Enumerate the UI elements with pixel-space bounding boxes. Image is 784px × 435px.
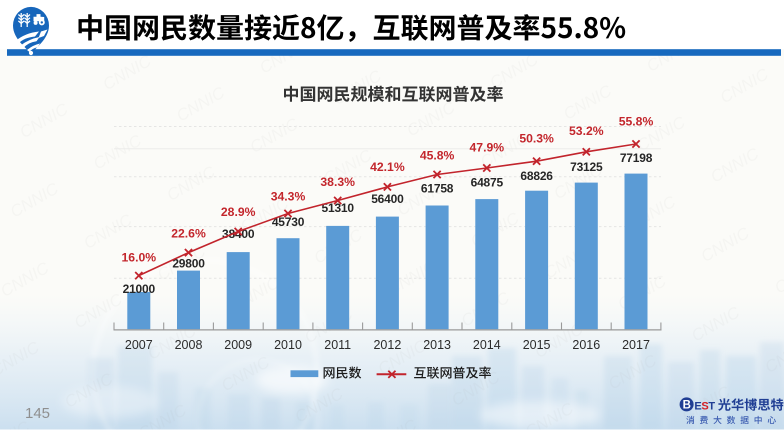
svg-text:CNNIC: CNNIC: [772, 256, 784, 298]
svg-text:55.8%: 55.8%: [619, 115, 654, 129]
svg-text:2014: 2014: [473, 338, 501, 352]
svg-text:34.3%: 34.3%: [271, 189, 306, 203]
svg-text:38.3%: 38.3%: [320, 175, 355, 189]
svg-text:CNNIC: CNNIC: [561, 82, 615, 124]
svg-text:CNNIC: CNNIC: [81, 211, 135, 253]
svg-text:22.6%: 22.6%: [171, 227, 206, 241]
svg-text:S: S: [701, 400, 708, 412]
svg-text:61758: 61758: [421, 181, 454, 195]
svg-text:T: T: [708, 400, 715, 412]
svg-text:145: 145: [25, 405, 50, 422]
svg-text:2007: 2007: [125, 338, 153, 352]
svg-text:64875: 64875: [471, 176, 504, 190]
svg-text:2010: 2010: [274, 338, 302, 352]
svg-text:21000: 21000: [123, 282, 156, 296]
svg-text:51310: 51310: [322, 201, 355, 215]
svg-text:CNNIC: CNNIC: [90, 132, 144, 174]
svg-text:CNNIC: CNNIC: [7, 180, 61, 222]
svg-text:CNNIC: CNNIC: [404, 98, 458, 140]
svg-text:E: E: [694, 400, 701, 412]
svg-text:47.9%: 47.9%: [470, 141, 505, 155]
svg-text:CNNIC: CNNIC: [717, 65, 771, 107]
svg-text:2008: 2008: [175, 338, 203, 352]
svg-text:50.3%: 50.3%: [519, 132, 554, 146]
svg-text:CNNIC: CNNIC: [100, 52, 154, 94]
svg-text:28.9%: 28.9%: [221, 205, 256, 219]
svg-text:2011: 2011: [324, 338, 351, 352]
svg-text:56400: 56400: [371, 192, 404, 206]
svg-text:2015: 2015: [523, 338, 551, 352]
svg-text:53.2%: 53.2%: [569, 124, 604, 138]
svg-text:45730: 45730: [272, 215, 305, 229]
svg-text:38400: 38400: [222, 227, 255, 241]
svg-text:16.0%: 16.0%: [122, 251, 157, 265]
svg-text:73125: 73125: [570, 160, 603, 174]
svg-text:2009: 2009: [224, 338, 252, 352]
svg-text:CNNIC: CNNIC: [0, 259, 52, 301]
svg-text:CNNIC: CNNIC: [698, 224, 752, 266]
svg-text:CNNIC: CNNIC: [708, 145, 762, 187]
svg-text:CNNIC: CNNIC: [17, 100, 71, 142]
svg-text:29800: 29800: [172, 256, 205, 270]
svg-text:42.1%: 42.1%: [370, 160, 405, 174]
svg-text:77198: 77198: [620, 151, 653, 165]
svg-text:68826: 68826: [520, 169, 553, 183]
svg-text:B: B: [683, 400, 691, 412]
svg-text:2016: 2016: [572, 338, 600, 352]
svg-text:2013: 2013: [423, 338, 451, 352]
svg-text:2012: 2012: [373, 338, 401, 352]
svg-text:45.8%: 45.8%: [420, 149, 455, 163]
svg-text:2017: 2017: [622, 338, 650, 352]
svg-text:CNNIC: CNNIC: [247, 115, 301, 157]
svg-text:CNNIC: CNNIC: [174, 84, 228, 126]
svg-text:CNNIC: CNNIC: [164, 163, 218, 205]
